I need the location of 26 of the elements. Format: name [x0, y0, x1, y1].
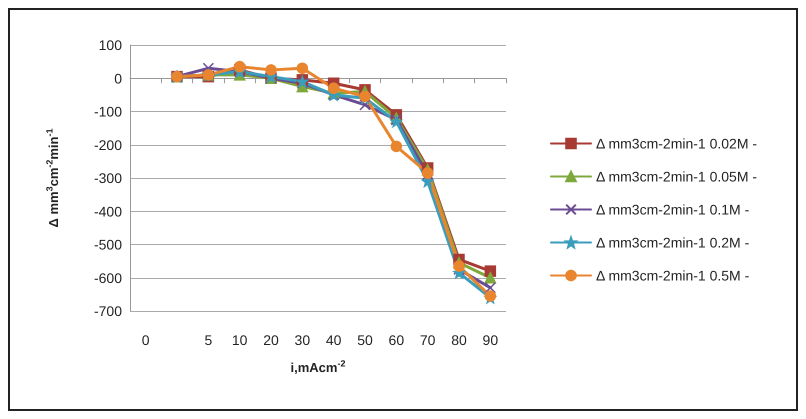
y-tick-label: -300 [94, 170, 122, 186]
x-tick-label: 20 [263, 332, 279, 348]
x-tick-label: 70 [420, 332, 436, 348]
legend-label: Δ mm3cm-2min-1 0.05M - [596, 168, 758, 184]
y-tick-label: -500 [94, 236, 122, 252]
x-tick-label: 0 [142, 332, 150, 348]
x-tick-label: 5 [204, 332, 212, 348]
y-tick-label: -100 [94, 104, 122, 120]
x-tick-label: 90 [482, 332, 498, 348]
legend-label: Δ mm3cm-2min-1 0.2M - [596, 234, 750, 250]
y-tick-label: -600 [94, 270, 122, 286]
x-tick-label: 80 [451, 332, 467, 348]
x-tick-label: 50 [357, 332, 373, 348]
x-tick-label: 30 [294, 332, 310, 348]
y-tick-label: 100 [98, 37, 122, 53]
x-tick-label: 40 [326, 332, 342, 348]
y-tick-label: -200 [94, 136, 122, 153]
y-axis-title: Δ mm3cm-2min-1 [44, 128, 61, 228]
y-tick-label: 0 [114, 70, 122, 86]
legend-label: Δ mm3cm-2min-1 0.1M - [596, 202, 750, 218]
x-tick-label: 60 [388, 332, 404, 348]
x-tick-label: 10 [232, 332, 248, 348]
y-tick-label: -400 [94, 203, 122, 220]
legend-label: Δ mm3cm-2min-1 0.02M - [596, 136, 758, 152]
legend-label: Δ mm3cm-2min-1 0.5M - [596, 268, 750, 284]
y-tick-label: -700 [94, 303, 122, 319]
